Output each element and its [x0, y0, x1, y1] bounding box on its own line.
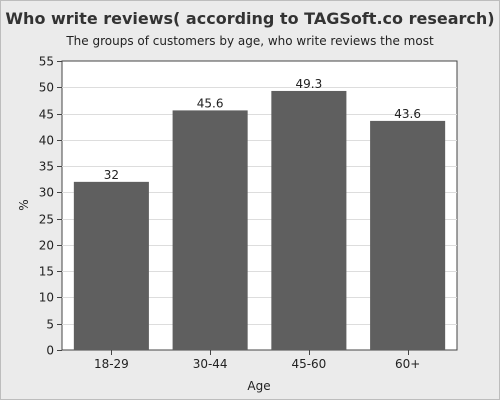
chart-title: Who write reviews( according to TAGSoft.… [5, 9, 495, 28]
y-tick-label: 50 [39, 81, 54, 95]
y-tick-label: 20 [39, 239, 54, 253]
bar-45-60 [271, 90, 347, 350]
x-tick-label-60+: 60+ [395, 357, 420, 371]
y-tick-label: 10 [39, 291, 54, 305]
bar-60+ [370, 120, 446, 350]
y-tick-label: 45 [39, 108, 54, 122]
y-axis-title: % [17, 199, 31, 210]
bar-18-29 [73, 181, 149, 350]
bars [73, 90, 446, 350]
bar-30-44 [172, 110, 248, 350]
y-tick-label: 25 [39, 213, 54, 227]
chart-subtitle: The groups of customers by age, who writ… [66, 34, 434, 48]
y-tick-label: 15 [39, 265, 54, 279]
data-label-18-29: 32 [104, 168, 119, 182]
data-label-60+: 43.6 [394, 107, 421, 121]
x-tick-label-30-44: 30-44 [193, 357, 228, 371]
x-axis-ticks: 18-29 30-44 45-60 60+ [94, 350, 420, 371]
x-tick-label-18-29: 18-29 [94, 357, 129, 371]
data-label-30-44: 45.6 [197, 96, 224, 110]
x-axis-title: Age [247, 379, 270, 393]
y-tick-label: 55 [39, 55, 54, 69]
y-tick-label: 30 [39, 186, 54, 200]
data-label-45-60: 49.3 [296, 77, 323, 91]
y-tick-label: 5 [46, 318, 54, 332]
data-labels: 32 45.6 49.3 43.6 [104, 77, 421, 182]
x-tick-label-45-60: 45-60 [291, 357, 326, 371]
y-tick-label: 40 [39, 134, 54, 148]
y-tick-label: 0 [46, 344, 54, 358]
y-axis-ticks: 0 5 10 15 20 25 30 35 40 45 50 55 [39, 55, 62, 358]
y-tick-label: 35 [39, 160, 54, 174]
